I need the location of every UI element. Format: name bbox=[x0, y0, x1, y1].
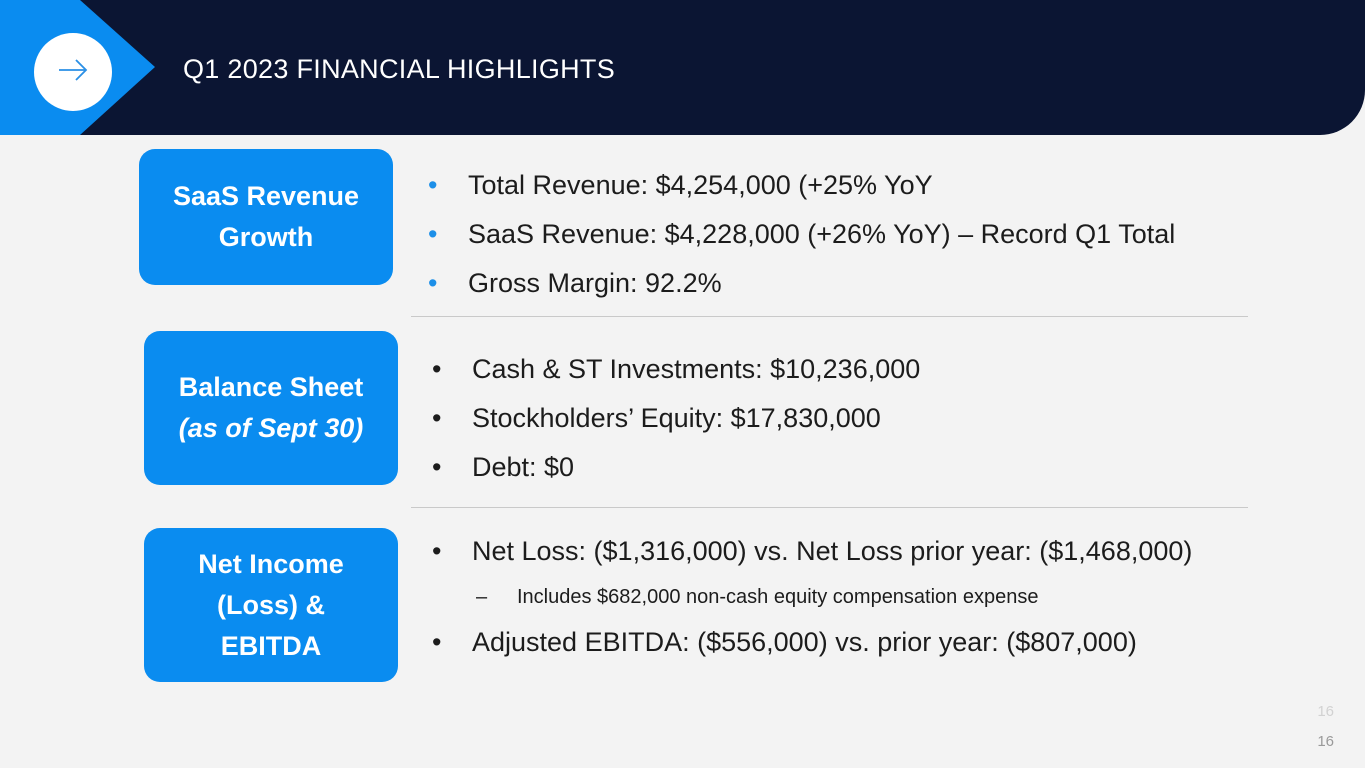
list-item: • Debt: $0 bbox=[432, 443, 920, 492]
list-item: • Net Loss: ($1,316,000) vs. Net Loss pri… bbox=[432, 527, 1192, 576]
badge-line: (as of Sept 30) bbox=[178, 413, 364, 443]
balance-sheet-badge: Balance Sheet (as of Sept 30) bbox=[144, 331, 398, 485]
bullet-text: Stockholders’ Equity: $17,830,000 bbox=[472, 403, 881, 433]
list-item: • SaaS Revenue: $4,228,000 (+26% YoY) – R… bbox=[428, 210, 1175, 259]
badge-line: EBITDA bbox=[220, 630, 322, 661]
section-divider bbox=[411, 507, 1248, 508]
bullet-text: Cash & ST Investments: $10,236,000 bbox=[472, 354, 921, 384]
bullet-icon: • bbox=[428, 170, 438, 200]
bullet-icon: • bbox=[432, 452, 442, 482]
sub-list-item: – Includes $682,000 non-cash equity compe… bbox=[432, 576, 1192, 618]
list-item: • Total Revenue: $4,254,000 (+25% YoY bbox=[428, 161, 1175, 210]
bullet-icon: • bbox=[432, 627, 442, 657]
net-income-ebitda-badge: Net Income (Loss) & EBITDA bbox=[144, 528, 398, 682]
bullet-text: Adjusted EBITDA: ($556,000) vs. prior ye… bbox=[472, 627, 1137, 657]
list-item: • Adjusted EBITDA: ($556,000) vs. prior y… bbox=[432, 618, 1192, 667]
bullet-text: Total Revenue: $4,254,000 (+25% YoY bbox=[468, 170, 933, 200]
bullet-text: Net Loss: ($1,316,000) vs. Net Loss prio… bbox=[472, 536, 1193, 566]
bullet-icon: • bbox=[428, 268, 438, 298]
bullet-text: SaaS Revenue: $4,228,000 (+26% YoY) – Re… bbox=[468, 219, 1176, 249]
bullet-icon: • bbox=[432, 403, 442, 433]
list-item: • Stockholders’ Equity: $17,830,000 bbox=[432, 394, 920, 443]
saas-revenue-growth-badge: SaaS Revenue Growth bbox=[139, 149, 393, 285]
balance-sheet-bullets: • Cash & ST Investments: $10,236,000 • Sto… bbox=[432, 345, 920, 492]
page-number-faint: 16 bbox=[1317, 703, 1334, 720]
header-circle bbox=[34, 33, 112, 111]
section-divider bbox=[411, 316, 1248, 317]
bullet-icon: • bbox=[432, 354, 442, 384]
badge-line: Net Income bbox=[198, 548, 344, 579]
page-number: 16 bbox=[1317, 733, 1334, 750]
bullet-text: Debt: $0 bbox=[472, 452, 575, 482]
list-item: • Gross Margin: 92.2% bbox=[428, 259, 1175, 308]
bullet-text: Includes $682,000 non-cash equity compen… bbox=[517, 586, 1039, 608]
badge-line: Balance Sheet bbox=[178, 372, 364, 402]
badge-line: Growth bbox=[218, 222, 314, 252]
badge-line: SaaS Revenue bbox=[172, 181, 360, 211]
bullet-icon: • bbox=[432, 536, 442, 566]
dash-icon: – bbox=[476, 586, 488, 608]
saas-revenue-bullets: • Total Revenue: $4,254,000 (+25% YoY • Sa… bbox=[428, 161, 1175, 308]
net-income-bullets: • Net Loss: ($1,316,000) vs. Net Loss pri… bbox=[432, 527, 1192, 667]
slide-header: Q1 2023 FINANCIAL HIGHLIGHTS bbox=[0, 0, 1365, 135]
page-title: Q1 2023 FINANCIAL HIGHLIGHTS bbox=[183, 54, 616, 84]
badge-line: (Loss) & bbox=[217, 589, 325, 620]
bullet-text: Gross Margin: 92.2% bbox=[468, 268, 722, 298]
arrow-right-icon bbox=[56, 53, 90, 92]
list-item: • Cash & ST Investments: $10,236,000 bbox=[432, 345, 920, 394]
bullet-icon: • bbox=[428, 219, 438, 249]
